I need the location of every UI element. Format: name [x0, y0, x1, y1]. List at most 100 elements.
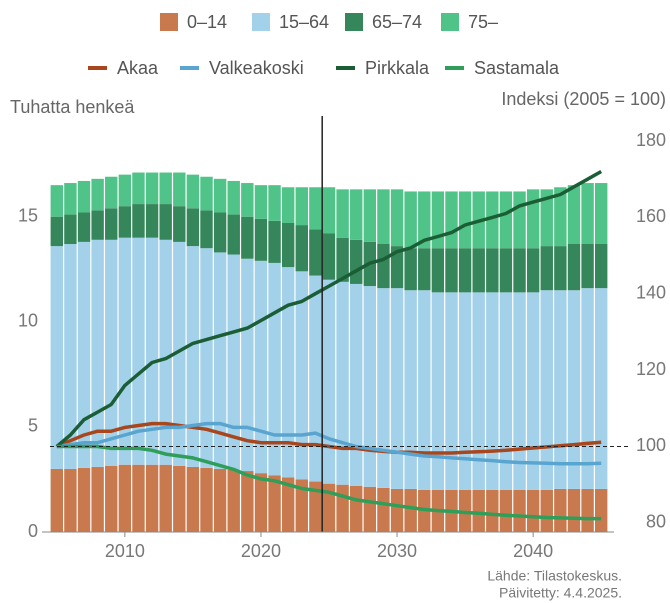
bar-segment	[159, 239, 172, 465]
bar-segment	[526, 489, 540, 532]
bar-segment	[186, 208, 200, 247]
bar-segment	[526, 292, 540, 490]
bar-segment	[159, 204, 172, 240]
bar-segment	[513, 191, 526, 249]
bar-segment	[404, 191, 417, 249]
bar-segment	[486, 191, 499, 249]
bar-segment	[227, 214, 240, 255]
bar-segment	[594, 183, 608, 245]
bar-segment	[254, 185, 268, 219]
bar-segment	[227, 180, 240, 215]
bar-segment	[159, 464, 172, 532]
bar-segment	[227, 469, 240, 532]
bar-segment	[594, 288, 608, 489]
bar-segment	[91, 466, 104, 532]
bar-segment	[213, 212, 227, 253]
bar-segment	[132, 204, 145, 238]
bar-segment	[336, 237, 349, 282]
bar-segment	[594, 244, 608, 289]
bar-segment	[431, 248, 445, 293]
bar-segment	[213, 252, 227, 469]
x-tick-label: 2010	[105, 541, 145, 561]
bar-segment	[50, 468, 64, 532]
bar-segment	[173, 206, 186, 242]
bar-segment	[295, 187, 308, 226]
x-tick-label: 2020	[241, 541, 281, 561]
bar-segment	[513, 248, 526, 293]
bar-segment	[77, 180, 91, 213]
bar-segment	[200, 467, 213, 532]
bar-segment	[418, 191, 431, 249]
bar-segment	[145, 464, 159, 532]
bar-segment	[118, 174, 132, 207]
bar-segment	[390, 189, 404, 247]
bar-segment	[213, 468, 227, 532]
bar-segment	[322, 233, 336, 280]
y2-tick-label: 140	[636, 282, 666, 302]
bar-segment	[173, 465, 186, 532]
bar-segment	[173, 241, 186, 466]
bar-segment	[418, 248, 431, 291]
bar-segment	[581, 488, 594, 532]
bar-segment	[540, 489, 553, 532]
bar-segment	[458, 248, 472, 293]
bar-segment	[200, 248, 213, 468]
bar-segment	[336, 189, 349, 238]
bar-segment	[513, 292, 526, 490]
bar-segment	[445, 191, 458, 249]
bar-segment	[322, 279, 336, 484]
bar-segment	[554, 246, 567, 291]
bar-segment	[309, 481, 322, 532]
bar-segment	[594, 488, 608, 532]
legend-swatch	[160, 13, 178, 31]
bar-segment	[145, 237, 159, 465]
bar-segment	[159, 172, 172, 205]
bar-segment	[567, 185, 581, 245]
y2-tick-label: 80	[646, 512, 666, 532]
bar-segment	[64, 468, 77, 532]
legend-label: 75–	[468, 12, 498, 32]
bar-segment	[567, 488, 581, 532]
bar-segment	[118, 206, 132, 238]
bar-segment	[77, 212, 91, 242]
bar-segment	[363, 286, 377, 487]
bar-segment	[241, 183, 254, 217]
y2-tick-label: 180	[636, 130, 666, 150]
bar-segment	[445, 248, 458, 293]
bar-segment	[186, 246, 200, 467]
bar-segment	[281, 477, 295, 532]
bar-segment	[132, 464, 145, 532]
y2-axis-label: Indeksi (2005 = 100)	[501, 89, 666, 109]
bar-segment	[145, 204, 159, 238]
bar-segment	[77, 467, 91, 532]
bar-segment	[499, 191, 513, 249]
legend-swatch	[441, 13, 459, 31]
bar-segment	[526, 189, 540, 249]
bar-segment	[105, 465, 118, 532]
bar-segment	[554, 488, 567, 532]
bar-segment	[581, 288, 594, 489]
index-line	[56, 444, 602, 521]
legend-label: Akaa	[117, 58, 159, 78]
bar-segment	[581, 183, 594, 245]
bar-segment	[295, 479, 308, 532]
bar-segment	[64, 214, 77, 245]
bar-segment	[377, 487, 390, 532]
bar-segment	[132, 237, 145, 465]
bar-segment	[145, 172, 159, 205]
x-tick-label: 2030	[377, 541, 417, 561]
legend-label: 15–64	[279, 12, 329, 32]
bar-segment	[377, 189, 390, 245]
bar-segment	[241, 471, 254, 532]
bar-segment	[173, 172, 186, 207]
bar-segment	[322, 483, 336, 532]
y2-tick-label: 160	[636, 206, 666, 226]
bar-segment	[268, 475, 281, 532]
bar-segment	[458, 292, 472, 490]
y2-tick-label: 100	[636, 435, 666, 455]
bar-segment	[554, 290, 567, 489]
bar-segment	[540, 246, 553, 291]
bar-segment	[336, 281, 349, 485]
bar-segment	[254, 260, 268, 474]
bar-segment	[77, 241, 91, 468]
